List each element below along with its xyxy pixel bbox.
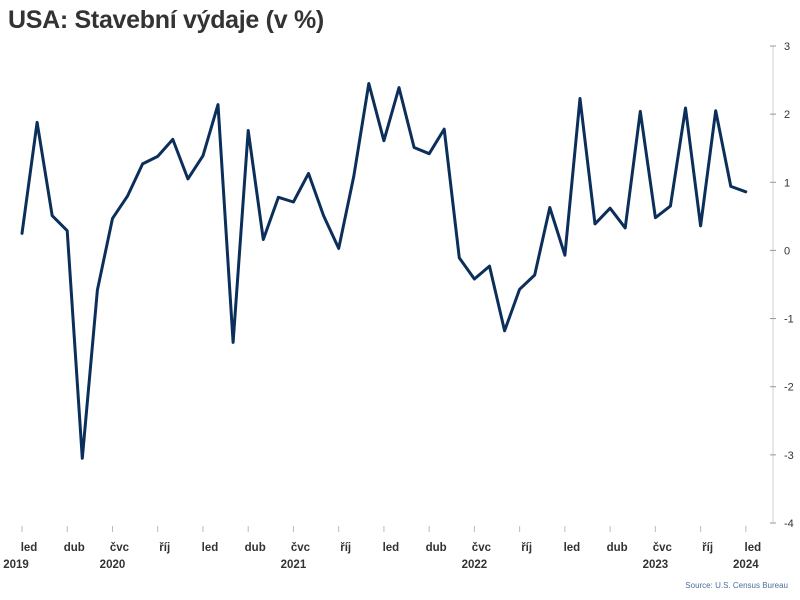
data-point: [261, 237, 266, 242]
data-point: [185, 176, 190, 181]
data-point: [306, 171, 311, 176]
data-point: [50, 213, 55, 218]
x-tick-month: čvc: [472, 542, 492, 554]
data-point: [517, 287, 522, 292]
x-tick-year: 2021: [281, 559, 307, 571]
x-tick-month: říj: [159, 542, 170, 554]
y-tick-label: -1: [784, 314, 794, 326]
data-point: [698, 223, 703, 228]
y-tick-label: -3: [784, 450, 794, 462]
x-tick-month: dub: [64, 542, 85, 554]
data-point: [170, 137, 175, 142]
x-tick-month: čvc: [653, 542, 673, 554]
data-point: [638, 109, 643, 114]
data-point: [95, 287, 100, 292]
y-tick-label: 2: [784, 109, 790, 121]
data-point: [381, 138, 386, 143]
x-tick-month: led: [21, 542, 38, 554]
data-point: [713, 108, 718, 113]
y-tick-label: -2: [784, 382, 794, 394]
data-point: [728, 184, 733, 189]
x-tick-month: říj: [702, 542, 713, 554]
data-point: [276, 195, 281, 200]
x-tick-year: 2019: [3, 559, 29, 571]
x-tick-month: led: [383, 542, 400, 554]
data-point: [547, 205, 552, 210]
x-tick-month: říj: [340, 542, 351, 554]
data-point: [472, 277, 477, 282]
data-point: [366, 81, 371, 86]
y-tick-label: -4: [784, 518, 794, 530]
data-point: [397, 85, 402, 90]
x-tick-month: dub: [426, 542, 447, 554]
data-point: [427, 151, 432, 156]
data-point: [623, 225, 628, 230]
data-point: [502, 328, 507, 333]
x-tick-month: led: [564, 542, 581, 554]
data-point: [442, 127, 447, 132]
x-tick-year: 2024: [733, 559, 759, 571]
data-point: [246, 128, 251, 133]
data-point: [668, 204, 673, 209]
x-tick-month: dub: [245, 542, 266, 554]
data-point: [351, 174, 356, 179]
data-point: [65, 228, 70, 233]
y-tick-label: 3: [784, 41, 790, 53]
series-layer: [20, 81, 748, 461]
data-point: [562, 253, 567, 258]
x-tick-year: 2022: [462, 559, 488, 571]
data-point: [216, 102, 221, 107]
data-point: [291, 200, 296, 205]
data-point: [532, 272, 537, 277]
x-tick-month: čvc: [110, 542, 130, 554]
x-tick-month: čvc: [291, 542, 311, 554]
x-tick-year: 2023: [643, 559, 669, 571]
data-point: [140, 161, 145, 166]
data-point: [231, 340, 236, 345]
data-point: [653, 215, 658, 220]
x-tick-month: dub: [607, 542, 628, 554]
source-note: Source: U.S. Census Bureau: [685, 581, 788, 590]
data-point: [336, 246, 341, 251]
data-point: [155, 154, 160, 159]
data-point: [80, 456, 85, 461]
x-tick-year: 2020: [100, 559, 126, 571]
x-axis: led 2019 dub čvc 2020 říj led dub čvc 2021 říj led d…: [3, 526, 761, 571]
series-line: [20, 82, 748, 460]
x-tick-month: led: [745, 542, 762, 554]
x-tick-month: říj: [521, 542, 532, 554]
data-point: [20, 231, 25, 236]
data-point: [35, 120, 40, 125]
y-tick-label: 1: [784, 177, 790, 189]
data-point: [125, 193, 130, 198]
y-tick-label: 0: [784, 245, 790, 257]
data-point: [683, 106, 688, 111]
data-point: [200, 153, 205, 158]
chart-title: USA: Stavební výdaje (v %): [8, 6, 324, 34]
data-point: [577, 96, 582, 101]
y-axis: 3 2 1 0 -1 -2 -3 -4: [770, 41, 794, 530]
data-point: [412, 145, 417, 150]
data-point: [743, 189, 748, 194]
x-tick-month: led: [202, 542, 219, 554]
data-point: [593, 221, 598, 226]
data-point: [110, 216, 115, 221]
data-point: [457, 255, 462, 260]
data-point: [321, 213, 326, 218]
data-point: [608, 206, 613, 211]
data-point: [487, 264, 492, 269]
